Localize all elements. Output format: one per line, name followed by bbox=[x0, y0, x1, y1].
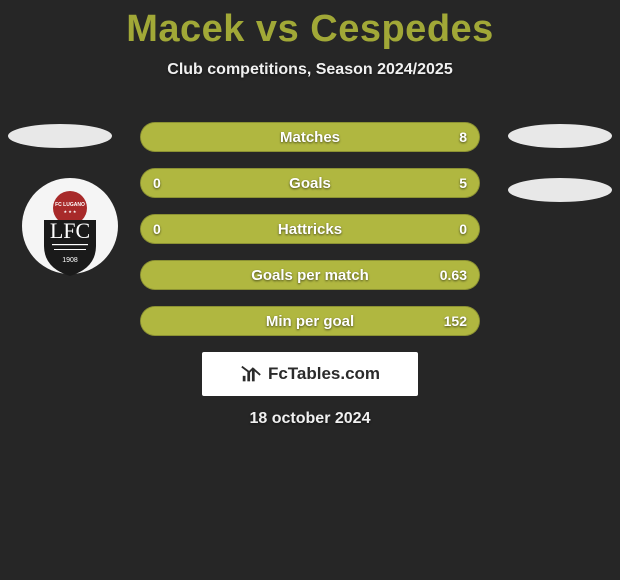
stat-value-right: 152 bbox=[444, 313, 467, 329]
fctables-brand[interactable]: FcTables.com bbox=[202, 352, 418, 396]
page-title: Macek vs Cespedes bbox=[0, 0, 620, 51]
snapshot-date: 18 october 2024 bbox=[0, 410, 620, 428]
stat-value-right: 0 bbox=[459, 221, 467, 237]
stat-row: Matches8 bbox=[140, 122, 480, 152]
bar-chart-icon bbox=[240, 363, 262, 385]
stat-value-right: 8 bbox=[459, 129, 467, 145]
stat-value-right: 0.63 bbox=[440, 267, 467, 283]
stat-row: Goals per match0.63 bbox=[140, 260, 480, 290]
club-badge-left: FC LUGANO ★ ★ ★ LFC 1908 bbox=[20, 176, 120, 301]
svg-text:LFC: LFC bbox=[50, 218, 90, 243]
stat-value-left: 0 bbox=[153, 221, 161, 237]
stat-value-right: 5 bbox=[459, 175, 467, 191]
player-right-photo-placeholder-1 bbox=[508, 124, 612, 148]
stat-row: Min per goal152 bbox=[140, 306, 480, 336]
player-left-photo-placeholder bbox=[8, 124, 112, 148]
fc-lugano-crest-icon: FC LUGANO ★ ★ ★ LFC 1908 bbox=[20, 176, 120, 296]
svg-text:FC LUGANO: FC LUGANO bbox=[55, 202, 85, 208]
stat-label: Hattricks bbox=[141, 221, 479, 238]
stat-label: Min per goal bbox=[141, 313, 479, 330]
player-right-photo-placeholder-2 bbox=[508, 178, 612, 202]
svg-text:1908: 1908 bbox=[62, 257, 78, 264]
stat-label: Goals per match bbox=[141, 267, 479, 284]
subtitle: Club competitions, Season 2024/2025 bbox=[0, 61, 620, 79]
stat-row: Hattricks0 0 bbox=[140, 214, 480, 244]
stat-row: Goals0 5 bbox=[140, 168, 480, 198]
stat-value-left: 0 bbox=[153, 175, 161, 191]
stat-label: Matches bbox=[141, 129, 479, 146]
brand-text: FcTables.com bbox=[268, 364, 380, 384]
svg-text:★ ★ ★: ★ ★ ★ bbox=[64, 209, 77, 214]
stats-panel: Matches8Goals05Hattricks00Goals per matc… bbox=[140, 122, 480, 352]
stat-label: Goals bbox=[141, 175, 479, 192]
